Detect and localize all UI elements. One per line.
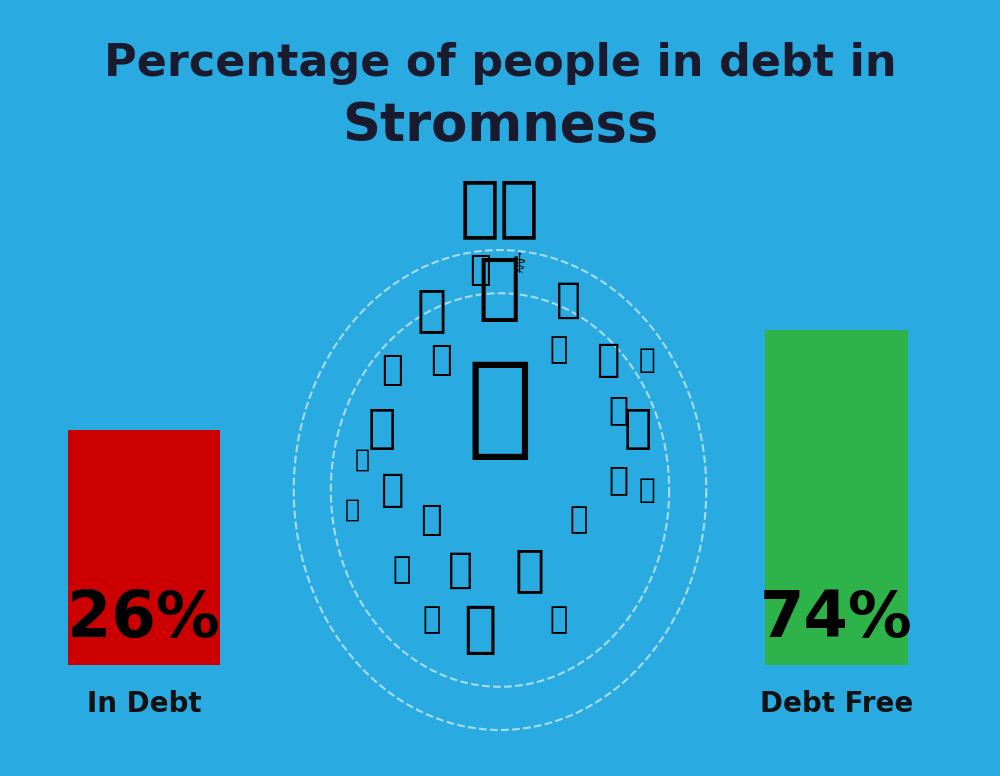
Text: In Debt: In Debt [87,690,201,718]
Text: 🐷: 🐷 [393,556,411,584]
Text: 🏠: 🏠 [416,286,446,334]
Text: 🏠: 🏠 [556,279,581,321]
Text: 🗄️: 🗄️ [368,407,396,452]
Text: 26%: 26% [67,588,220,650]
Text: 💵: 💵 [420,503,442,537]
Text: 🧮: 🧮 [639,476,656,504]
Text: 🏛️: 🏛️ [478,255,522,324]
Bar [765,330,908,665]
Text: 🪙: 🪙 [345,498,360,522]
Text: ⚕️: ⚕️ [512,251,527,279]
Text: 🔑: 🔑 [550,335,568,365]
Text: 🎓: 🎓 [623,407,652,452]
Text: 📱: 📱 [608,393,628,427]
Text: 🌐: 🌐 [639,346,656,374]
Text: Stromness: Stromness [342,100,658,152]
Text: 74%: 74% [760,588,913,650]
Text: Debt Free: Debt Free [760,690,913,718]
Bar [68,430,220,665]
Text: Percentage of people in debt in: Percentage of people in debt in [104,42,896,85]
Text: 💵: 💵 [422,605,440,635]
Text: 🇬🇧: 🇬🇧 [460,175,540,241]
Text: 💵: 💵 [380,471,404,509]
Text: 💼: 💼 [448,549,473,591]
Text: 💵: 💵 [550,605,568,635]
Text: 📋: 📋 [608,463,628,497]
Text: 🏧: 🏧 [430,343,452,377]
Text: 🚗: 🚗 [464,603,497,657]
Text: 🔐: 🔐 [569,505,588,535]
Text: 📬: 📬 [381,353,403,387]
Text: 🔒: 🔒 [355,448,370,472]
Text: 🚗: 🚗 [514,546,544,594]
Text: 🦅: 🦅 [470,253,491,287]
Text: 💰: 💰 [596,341,620,379]
Text: 🏛️: 🏛️ [467,356,533,463]
